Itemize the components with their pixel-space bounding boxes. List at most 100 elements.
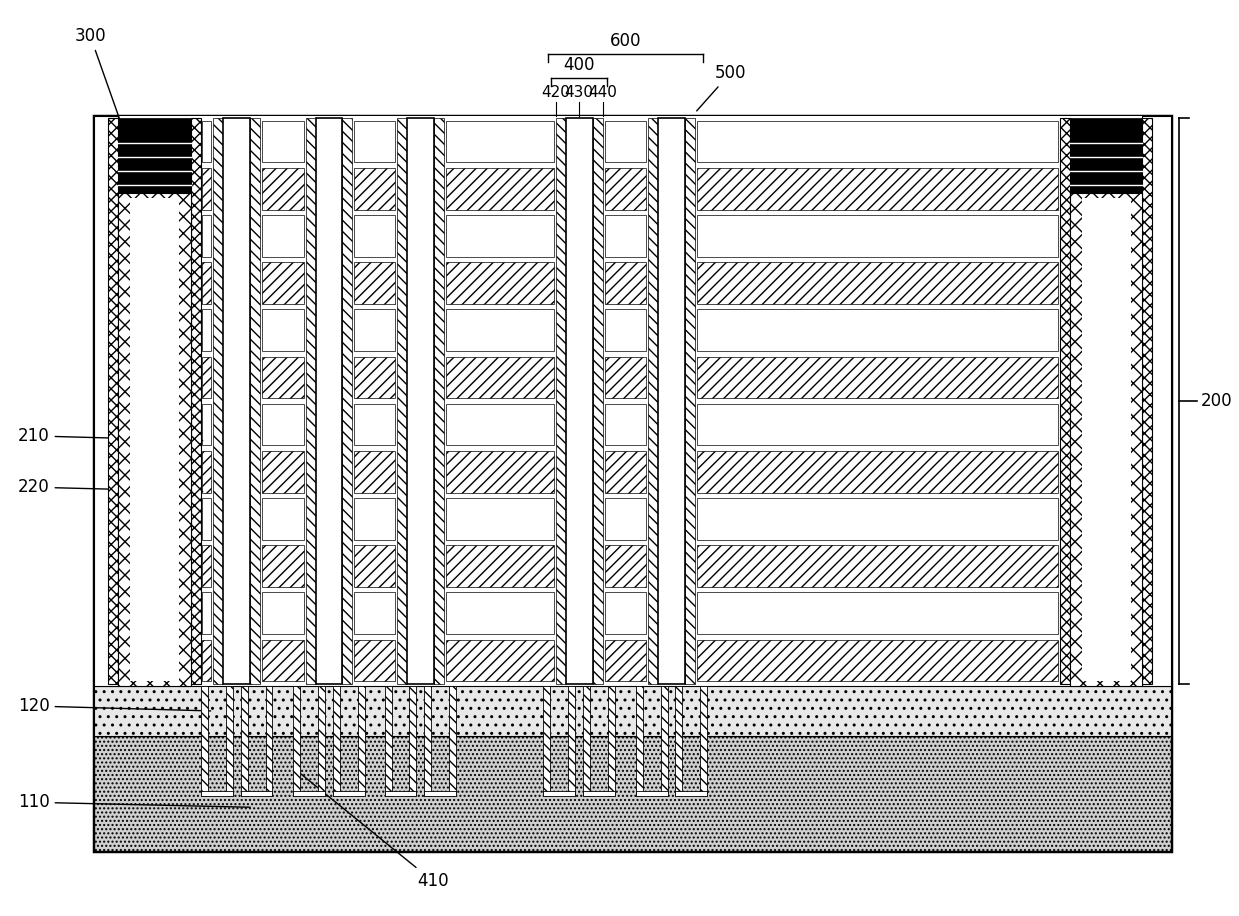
Bar [202,498,212,540]
Bar [446,498,554,540]
Bar [263,356,304,398]
Bar [130,198,178,681]
Bar [700,686,707,796]
Bar [696,356,1058,398]
Bar [658,118,685,684]
Bar [675,686,683,796]
Bar [424,791,456,796]
Bar [605,215,647,256]
Bar [446,451,554,493]
Bar [263,593,304,634]
Bar [592,118,602,684]
Bar [605,639,647,682]
Bar [450,686,456,796]
Bar [202,121,212,162]
Bar [191,118,201,684]
Bar [354,168,395,210]
Bar [94,686,1171,736]
Text: 120: 120 [17,697,211,715]
Bar [202,639,212,682]
Bar [354,356,395,398]
Bar [1082,198,1131,681]
Bar [354,262,395,304]
Bar [263,451,304,493]
Bar [202,215,212,256]
Bar [446,639,554,682]
Bar [396,118,406,684]
Bar [446,356,554,398]
Bar [1061,118,1070,684]
Bar [201,791,233,796]
Bar [544,686,550,796]
Bar [118,118,191,193]
Bar [263,310,304,351]
Bar [636,686,643,796]
Bar [263,545,304,587]
Bar [696,639,1058,682]
Bar [685,118,695,684]
Bar [446,404,554,445]
Bar [354,498,395,540]
Bar [696,404,1058,445]
Text: 400: 400 [564,56,595,74]
Bar [696,168,1058,210]
Bar [605,451,647,493]
Bar [696,215,1058,256]
Bar [696,262,1058,304]
Bar [544,791,575,796]
Bar [94,736,1171,851]
Bar [636,791,668,796]
Bar [358,686,364,796]
Bar [263,639,304,682]
Bar [202,168,212,210]
Bar [333,686,339,796]
Bar [696,310,1058,351]
Bar [265,686,273,796]
Text: 410: 410 [300,773,449,890]
Bar [605,310,647,351]
Bar [1142,118,1152,684]
Bar [202,262,212,304]
Bar [354,215,395,256]
Bar [1070,193,1142,686]
Bar [384,791,416,796]
Text: 430: 430 [565,85,593,100]
Bar [1070,118,1142,193]
Bar [696,451,1058,493]
Bar [240,791,273,796]
Bar [446,262,554,304]
Bar [202,451,212,493]
Bar [306,118,316,684]
Bar [605,168,647,210]
Bar [294,686,300,796]
Bar [202,593,212,634]
Bar [424,686,431,796]
Bar [605,545,647,587]
Bar [294,791,325,796]
Bar [605,356,647,398]
Bar [584,686,590,796]
Bar [318,686,325,796]
Bar [608,686,615,796]
Bar [569,686,575,796]
Bar [696,498,1058,540]
Bar [584,791,615,796]
Bar [384,686,392,796]
Text: 220: 220 [17,478,203,496]
Bar [446,310,554,351]
Bar [94,116,1171,686]
Bar [201,686,208,796]
Text: 110: 110 [17,793,250,812]
Bar [354,310,395,351]
Bar [446,593,554,634]
Bar [263,168,304,210]
Bar [263,215,304,256]
Text: 420: 420 [541,85,570,100]
Bar [648,118,658,684]
Bar [240,686,248,796]
Bar [354,639,395,682]
Bar [263,121,304,162]
Bar [263,498,304,540]
Bar [263,262,304,304]
Bar [118,193,191,686]
